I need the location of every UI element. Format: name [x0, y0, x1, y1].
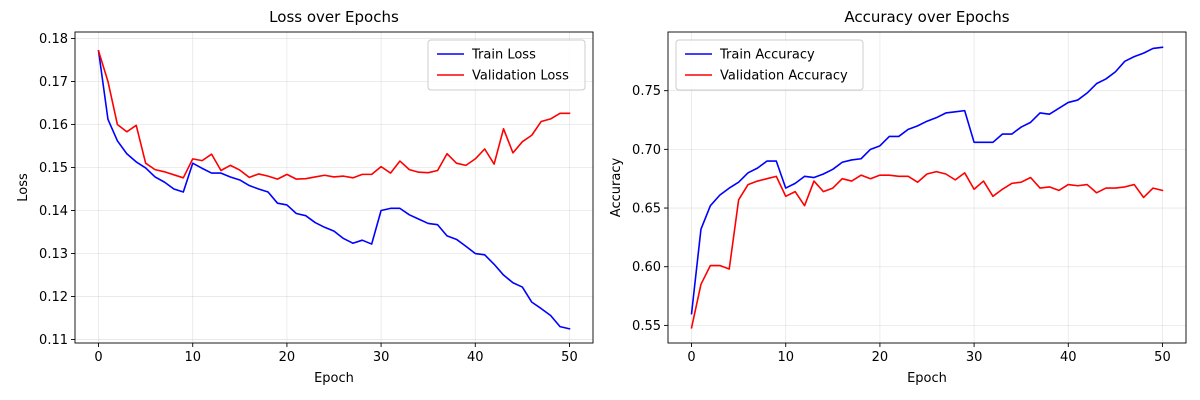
chart1-x-tick-label: 20: [872, 350, 889, 365]
chart1-legend: Train Accuracy Validation Accuracy: [675, 39, 864, 91]
chart0-y-tick-label: 0.18: [39, 32, 68, 47]
chart0-y-tick-label: 0.14: [39, 204, 68, 219]
chart1-x-axis-label: Epoch: [907, 371, 947, 386]
chart1-legend-box: [675, 39, 864, 91]
chart0-title: Loss over Epochs: [269, 8, 399, 26]
chart0-x-tick-label: 0: [94, 350, 102, 365]
chart0-axes-frame: [74, 31, 594, 344]
chart1-legend-label-2: Validation Accuracy: [720, 69, 848, 84]
chart0-x-tick-label: 30: [373, 350, 390, 365]
chart0-x-tick-label: 20: [279, 350, 296, 365]
chart1-x-tick-label: 40: [1060, 350, 1077, 365]
chart1-y-tick-label: 0.75: [632, 84, 661, 99]
chart0-x-tick-label: 10: [184, 350, 201, 365]
chart0-y-tick-label: 0.12: [39, 290, 68, 305]
chart0-y-tick-label: 0.15: [39, 161, 68, 176]
chart0-x-tick-label: 40: [467, 350, 484, 365]
chart1-title: Accuracy over Epochs: [844, 8, 1009, 26]
chart0-y-tick-label: 0.11: [39, 333, 68, 348]
chart0-y-axis-label: Loss: [16, 173, 31, 202]
chart0-x-axis-label: Epoch: [314, 371, 354, 386]
chart1-y-tick-label: 0.65: [632, 202, 661, 217]
chart0-legend-label-1: Train Loss: [471, 48, 536, 63]
accuracy-chart-panel: 0 10 20 30 40 50 0.55 0.60 0.65 0.70 0.75 Accuracy …: [609, 8, 1187, 386]
chart1-axes-frame: [667, 31, 1187, 344]
chart0-legend-box: [427, 39, 586, 91]
loss-chart-panel: 0 10 20 30 40 50 0.11 0.12 0.13 0.14 0.15 0.16 0.17 0…: [16, 8, 594, 386]
chart1-y-tick-label: 0.55: [632, 319, 661, 334]
chart0-series-line-2: [97, 49, 571, 180]
chart0-series-line-1: [97, 50, 571, 330]
chart1-series-line-2: [690, 170, 1164, 329]
chart1-x-tick-label: 50: [1154, 350, 1171, 365]
chart1-x-tick-label: 0: [687, 350, 695, 365]
chart0-y-tick-label: 0.17: [39, 75, 68, 90]
chart0-y-tick-label: 0.13: [39, 247, 68, 262]
chart0-x-tick-label: 50: [561, 350, 578, 365]
chart1-y-tick-label: 0.70: [632, 143, 661, 158]
chart1-y-axis-label: Accuracy: [609, 158, 624, 218]
chart0-legend: Train Loss Validation Loss: [427, 39, 586, 91]
chart1-legend-label-1: Train Accuracy: [719, 48, 815, 63]
chart0-legend-label-2: Validation Loss: [472, 69, 569, 84]
chart1-x-tick-label: 10: [777, 350, 794, 365]
chart1-series-line-1: [690, 46, 1164, 315]
chart0-y-tick-label: 0.16: [39, 118, 68, 133]
chart1-y-tick-label: 0.60: [632, 260, 661, 275]
chart1-x-tick-label: 30: [966, 350, 983, 365]
